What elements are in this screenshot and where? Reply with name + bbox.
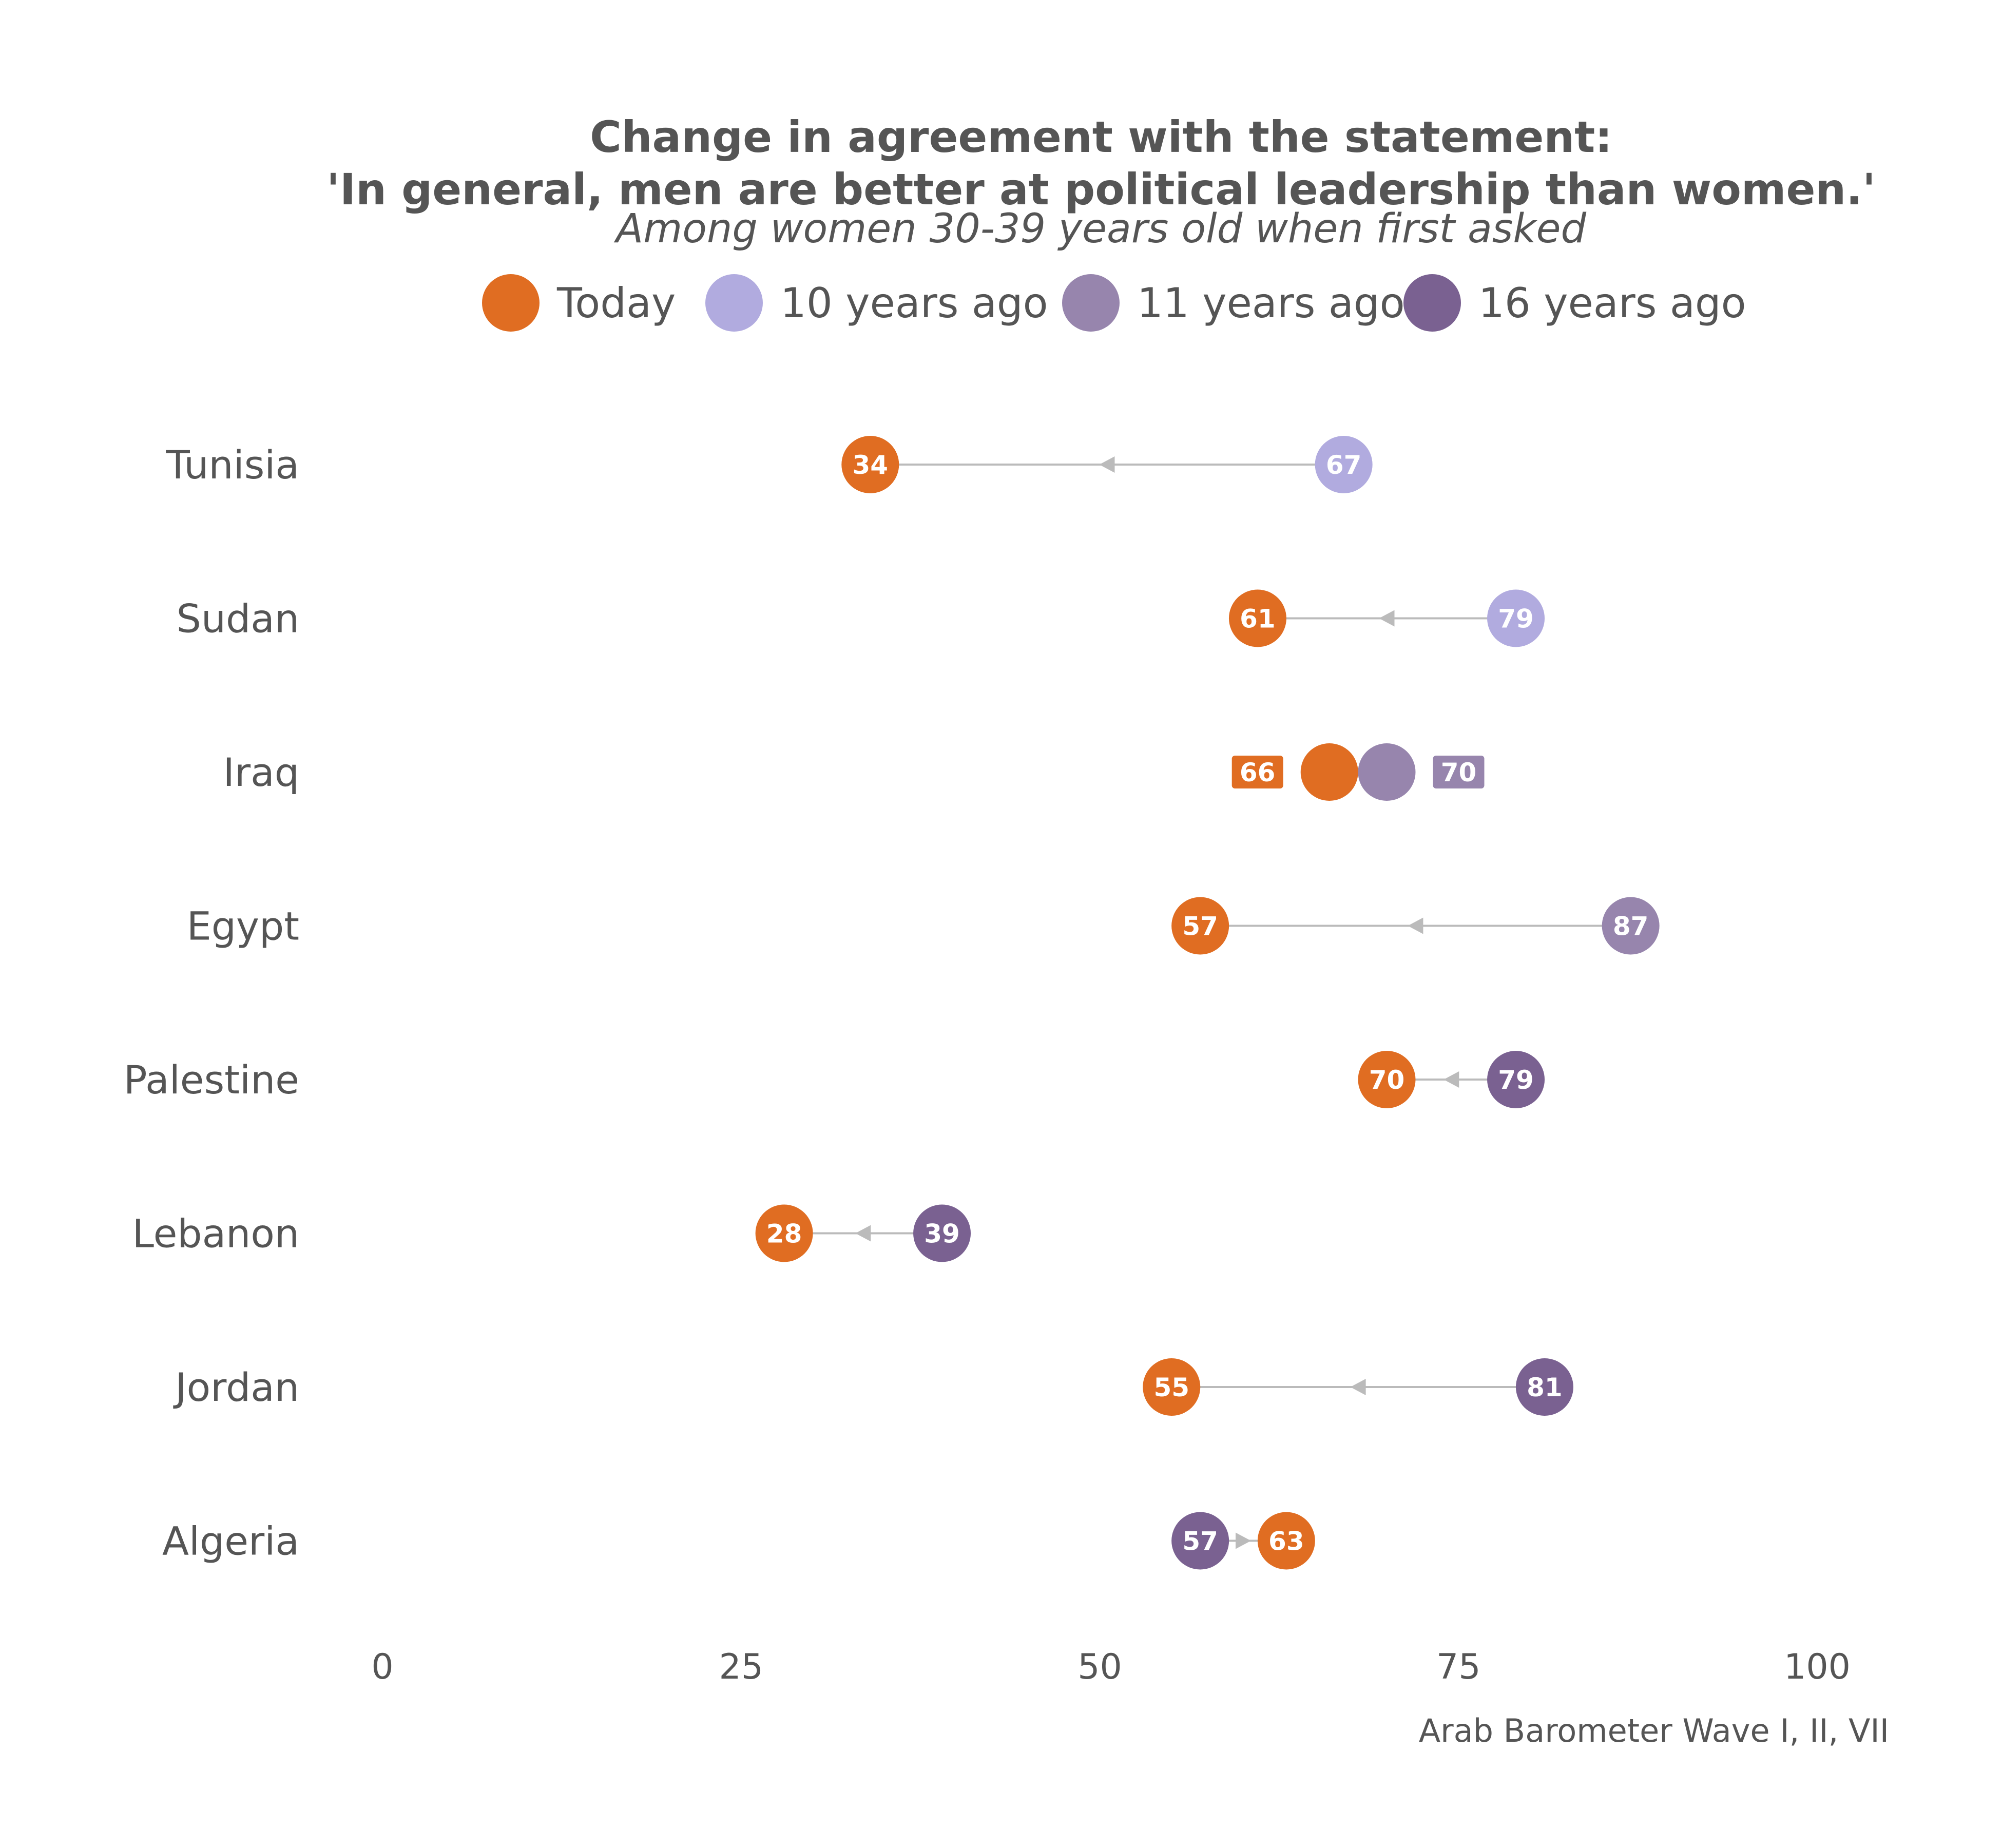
- country-label-jordan: Jordan: [173, 1364, 299, 1410]
- country-label-sudan: Sudan: [177, 596, 299, 642]
- legend-label-11y: 11 years ago: [1137, 279, 1405, 327]
- value-label-today-sudan: 61: [1240, 604, 1276, 634]
- row-egypt: Egypt 87 57: [187, 897, 1660, 955]
- chart-caption: Arab Barometer Wave I, II, VII: [1419, 1712, 1889, 1749]
- arrowhead-tunisia: [1099, 456, 1115, 473]
- legend-label-16y: 16 years ago: [1478, 279, 1746, 327]
- country-label-tunisia: Tunisia: [165, 442, 299, 488]
- value-label-past-iraq: 70: [1441, 758, 1477, 787]
- chart-title-line-1: Change in agreement with the statement:: [590, 112, 1612, 162]
- legend-swatch-16y: [1403, 274, 1461, 332]
- arrowhead-jordan: [1350, 1379, 1366, 1395]
- row-algeria: Algeria 57 63: [162, 1512, 1315, 1570]
- value-label-today-tunisia: 34: [853, 450, 889, 480]
- dot-past-jordan: [1515, 1358, 1573, 1416]
- arrowhead-egypt: [1408, 917, 1423, 934]
- dot-today-egypt: [1171, 897, 1229, 955]
- arrowhead-lebanon: [855, 1225, 871, 1242]
- legend: Today 10 years ago 11 years ago 16 years ag…: [482, 274, 1746, 332]
- legend-label-10y: 10 years ago: [780, 279, 1048, 327]
- value-label-today-algeria: 63: [1268, 1527, 1304, 1556]
- row-tunisia: Tunisia 67 34: [165, 436, 1373, 493]
- dot-today-lebanon: [755, 1204, 813, 1262]
- dot-past-algeria: [1171, 1512, 1229, 1570]
- country-label-egypt: Egypt: [187, 903, 299, 949]
- country-label-iraq: Iraq: [223, 749, 299, 795]
- dot-today-algeria: [1257, 1512, 1315, 1570]
- row-palestine: Palestine 79 70: [124, 1051, 1545, 1108]
- value-label-past-tunisia: 67: [1326, 450, 1362, 480]
- label-box-today-iraq: [1231, 756, 1283, 788]
- value-label-past-sudan: 79: [1498, 604, 1534, 634]
- legend-swatch-10y: [705, 274, 763, 332]
- x-tick-label-100: 100: [1784, 1647, 1851, 1687]
- value-label-past-egypt: 87: [1613, 912, 1649, 941]
- value-label-past-palestine: 79: [1498, 1065, 1534, 1095]
- dot-today-iraq: [1300, 743, 1358, 801]
- x-tick-label-0: 0: [371, 1647, 393, 1687]
- value-label-today-jordan: 55: [1153, 1373, 1189, 1402]
- dot-today-sudan: [1228, 589, 1286, 647]
- row-jordan: Jordan 81 55: [173, 1358, 1573, 1416]
- country-label-algeria: Algeria: [162, 1518, 299, 1564]
- dot-past-lebanon: [913, 1204, 971, 1262]
- x-axis: 0 25 50 75 100: [371, 1647, 1851, 1687]
- dot-today-jordan: [1143, 1358, 1201, 1416]
- dot-today-tunisia: [841, 436, 899, 493]
- arrowhead-palestine: [1443, 1071, 1459, 1088]
- dot-past-sudan: [1487, 589, 1545, 647]
- arrowhead-sudan: [1379, 610, 1395, 627]
- row-lebanon: Lebanon 39 28: [132, 1204, 971, 1262]
- chart-rows: Tunisia 67 34 Sudan 79 61 Iraq 66 70 Egypt 87 57 Pal…: [124, 436, 1660, 1570]
- x-tick-label-75: 75: [1436, 1647, 1481, 1687]
- value-label-today-lebanon: 28: [766, 1219, 802, 1249]
- dot-past-iraq: [1358, 743, 1416, 801]
- value-label-today-iraq: 66: [1240, 758, 1276, 787]
- dot-past-tunisia: [1315, 436, 1373, 493]
- value-label-past-jordan: 81: [1527, 1373, 1563, 1402]
- x-tick-label-25: 25: [719, 1647, 763, 1687]
- arrowhead-algeria: [1236, 1532, 1251, 1549]
- legend-swatch-11y: [1062, 274, 1120, 332]
- row-sudan: Sudan 79 61: [177, 589, 1545, 647]
- label-box-past-iraq: [1433, 756, 1485, 788]
- country-label-lebanon: Lebanon: [132, 1211, 299, 1257]
- country-label-palestine: Palestine: [124, 1057, 299, 1103]
- value-label-today-palestine: 70: [1369, 1065, 1405, 1095]
- value-label-past-lebanon: 39: [924, 1219, 960, 1249]
- chart-title-line-2: 'In general, men are better at political…: [326, 164, 1876, 215]
- dot-past-palestine: [1487, 1051, 1545, 1108]
- value-label-past-algeria: 57: [1182, 1527, 1218, 1556]
- dot-today-palestine: [1358, 1051, 1416, 1108]
- row-iraq: Iraq 66 70: [223, 743, 1485, 801]
- chart-subtitle: Among women 30-39 years old when first a…: [613, 206, 1587, 252]
- dot-past-egypt: [1602, 897, 1660, 955]
- legend-label-today: Today: [556, 279, 676, 327]
- x-tick-label-50: 50: [1077, 1647, 1122, 1687]
- value-label-today-egypt: 57: [1182, 912, 1218, 941]
- legend-swatch-today: [482, 274, 540, 332]
